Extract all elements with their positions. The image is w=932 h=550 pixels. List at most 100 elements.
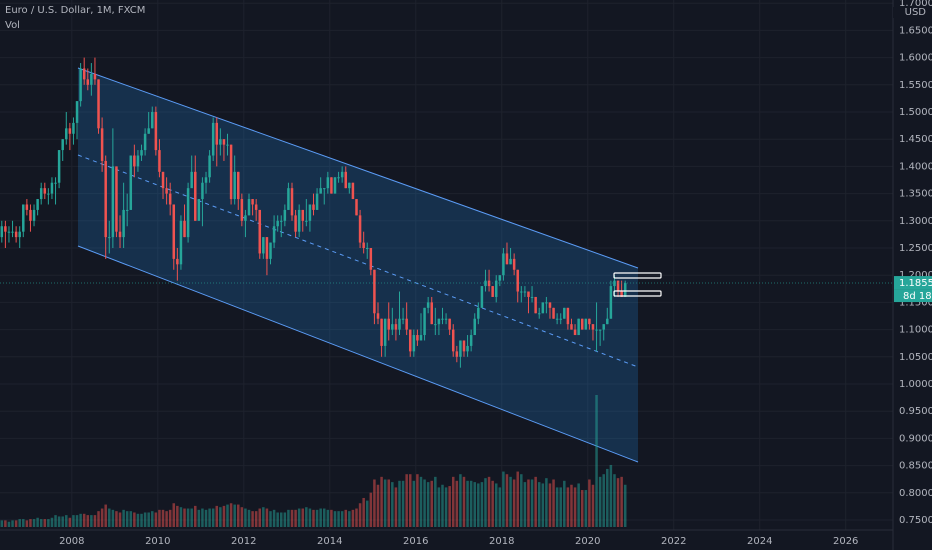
candle-body xyxy=(118,231,122,238)
volume-bar xyxy=(4,520,7,527)
volume-bar xyxy=(65,515,68,527)
volume-bar xyxy=(462,476,466,527)
volume-bar xyxy=(294,509,297,527)
candle-body xyxy=(419,335,423,341)
volume-bar xyxy=(441,484,444,527)
volume-bar xyxy=(315,509,319,527)
volume-bar xyxy=(43,519,47,527)
candle-body xyxy=(484,280,487,287)
volume-bar xyxy=(50,517,54,527)
candle-body xyxy=(480,286,484,308)
candle-body xyxy=(90,73,93,85)
candle-body xyxy=(330,177,333,194)
candle-body xyxy=(340,171,344,178)
candle-body xyxy=(54,182,57,184)
channel-lower xyxy=(77,245,639,463)
volume-bar xyxy=(333,511,337,527)
volume-bar xyxy=(437,487,441,527)
volume-bar xyxy=(613,474,616,527)
candle-body xyxy=(262,237,265,254)
candle-body xyxy=(534,296,537,314)
volume-bar xyxy=(151,511,154,527)
candle-body xyxy=(530,296,534,298)
candle-body xyxy=(168,193,172,205)
candle-body xyxy=(552,307,555,319)
volume-bar xyxy=(133,512,136,527)
volume-bar xyxy=(523,482,527,527)
x-tick-label: 2022 xyxy=(661,536,686,547)
y-tick-label: 1.30000 xyxy=(899,216,932,227)
volume-bar xyxy=(72,515,75,527)
volume-bar xyxy=(25,520,29,527)
candle-body xyxy=(269,242,272,259)
volume-bar xyxy=(326,509,330,527)
annotation-box xyxy=(613,290,662,297)
price-unit: USD xyxy=(905,7,927,18)
volume-bar xyxy=(566,487,570,527)
volume-bar xyxy=(219,507,222,527)
channel-upper xyxy=(77,67,639,269)
candle-body xyxy=(280,220,283,222)
candle-body xyxy=(505,253,509,265)
volume-bar xyxy=(473,482,476,527)
candle-body xyxy=(322,188,326,190)
x-tick-label: 2012 xyxy=(231,536,256,547)
volume-bar xyxy=(90,515,93,527)
volume-bar xyxy=(337,511,340,527)
y-tick-label: 1.60000 xyxy=(899,53,932,64)
candle-body xyxy=(584,318,588,330)
candle-body xyxy=(211,122,215,156)
volume-bar xyxy=(79,513,82,527)
candle-body xyxy=(512,258,516,270)
candle-body xyxy=(201,182,204,200)
candle-body xyxy=(294,215,297,232)
volume-bar xyxy=(186,508,190,527)
candle-body xyxy=(448,318,451,330)
volume-bar xyxy=(609,464,613,527)
candle-body xyxy=(466,345,469,352)
y-tick-label: 1.65000 xyxy=(899,25,932,36)
volume-bar xyxy=(61,516,64,527)
annotation-box xyxy=(613,272,662,279)
candle-body xyxy=(287,188,290,210)
candle-body xyxy=(297,209,301,232)
candle-body xyxy=(541,302,545,314)
volume-bar xyxy=(408,474,412,527)
candle-body xyxy=(272,226,276,243)
volume-bar xyxy=(545,478,548,527)
candle-body xyxy=(108,237,111,239)
candle-body xyxy=(312,204,315,210)
y-tick-label: 1.70000 xyxy=(899,0,932,9)
candle-body xyxy=(154,112,158,151)
y-tick-label: 1.20000 xyxy=(899,270,932,281)
volume-bar xyxy=(100,508,104,527)
candle-body xyxy=(179,220,183,265)
candle-body xyxy=(65,128,68,140)
volume-bar xyxy=(577,483,580,527)
volume-bar xyxy=(262,507,265,527)
volume-bar xyxy=(398,480,401,527)
candle-body xyxy=(391,324,394,330)
volume-bar xyxy=(573,487,577,527)
candle-body xyxy=(606,318,609,325)
y-tick-label: 1.50000 xyxy=(899,107,932,118)
candle-body xyxy=(151,112,154,129)
candle-body xyxy=(283,209,287,221)
candle-body xyxy=(398,318,401,330)
volume-bar xyxy=(211,508,215,527)
candle-body xyxy=(333,177,337,194)
volume-bar xyxy=(494,483,498,527)
volume-bar xyxy=(498,487,502,527)
volume-bar xyxy=(179,507,183,527)
candle-body xyxy=(39,188,43,200)
candle-body xyxy=(129,155,133,210)
y-tick-label: 1.15000 xyxy=(899,297,932,308)
volume-bar xyxy=(93,515,97,527)
candle-body xyxy=(308,204,312,221)
candle-body xyxy=(29,209,32,221)
candle-body xyxy=(405,318,408,330)
candle-body xyxy=(369,248,373,270)
volume-bar xyxy=(537,482,541,527)
